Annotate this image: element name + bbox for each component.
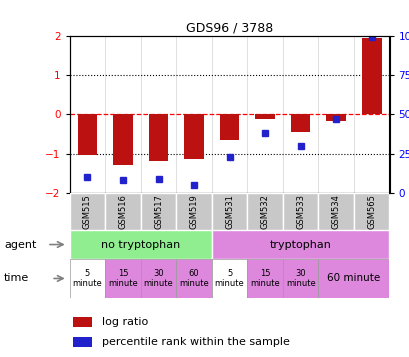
Bar xyxy=(318,259,389,298)
Title: GDS96 / 3788: GDS96 / 3788 xyxy=(186,21,272,35)
Bar xyxy=(353,193,389,230)
Bar xyxy=(211,230,389,259)
Bar xyxy=(73,337,92,347)
Bar xyxy=(211,193,247,230)
Text: GSM532: GSM532 xyxy=(260,194,269,229)
Text: GSM517: GSM517 xyxy=(154,194,163,229)
Text: 30
minute: 30 minute xyxy=(143,269,173,288)
Text: 15
minute: 15 minute xyxy=(249,269,279,288)
Text: 5
minute: 5 minute xyxy=(214,269,244,288)
Bar xyxy=(211,259,247,298)
Bar xyxy=(73,317,92,327)
Bar xyxy=(184,114,203,159)
Text: 60
minute: 60 minute xyxy=(179,269,209,288)
Text: GSM533: GSM533 xyxy=(295,194,304,229)
Bar xyxy=(176,193,211,230)
Bar xyxy=(247,259,282,298)
Text: GSM534: GSM534 xyxy=(331,194,340,229)
Bar xyxy=(105,193,140,230)
Bar xyxy=(247,193,282,230)
Bar xyxy=(148,114,168,161)
Text: 5
minute: 5 minute xyxy=(72,269,102,288)
Bar xyxy=(70,230,211,259)
Bar xyxy=(290,114,310,132)
Bar xyxy=(70,193,105,230)
Text: no tryptophan: no tryptophan xyxy=(101,240,180,250)
Text: time: time xyxy=(4,273,29,283)
Bar xyxy=(113,114,133,165)
Text: tryptophan: tryptophan xyxy=(269,240,331,250)
Bar xyxy=(70,259,105,298)
Text: percentile rank within the sample: percentile rank within the sample xyxy=(101,337,289,347)
Bar xyxy=(318,193,353,230)
Text: GSM516: GSM516 xyxy=(118,194,127,229)
Text: GSM519: GSM519 xyxy=(189,194,198,229)
Bar xyxy=(326,114,345,121)
Text: GSM531: GSM531 xyxy=(225,194,234,229)
Bar xyxy=(282,259,318,298)
Text: 15
minute: 15 minute xyxy=(108,269,137,288)
Bar xyxy=(361,37,380,114)
Bar xyxy=(140,193,176,230)
Text: agent: agent xyxy=(4,240,36,250)
Bar xyxy=(255,114,274,119)
Bar xyxy=(78,114,97,155)
Text: GSM515: GSM515 xyxy=(83,194,92,229)
Bar xyxy=(282,193,318,230)
Text: 60 minute: 60 minute xyxy=(326,273,380,283)
Text: log ratio: log ratio xyxy=(101,317,148,327)
Text: 30
minute: 30 minute xyxy=(285,269,315,288)
Bar xyxy=(105,259,140,298)
Text: GSM565: GSM565 xyxy=(366,194,375,229)
Bar xyxy=(176,259,211,298)
Bar xyxy=(219,114,239,140)
Bar xyxy=(140,259,176,298)
